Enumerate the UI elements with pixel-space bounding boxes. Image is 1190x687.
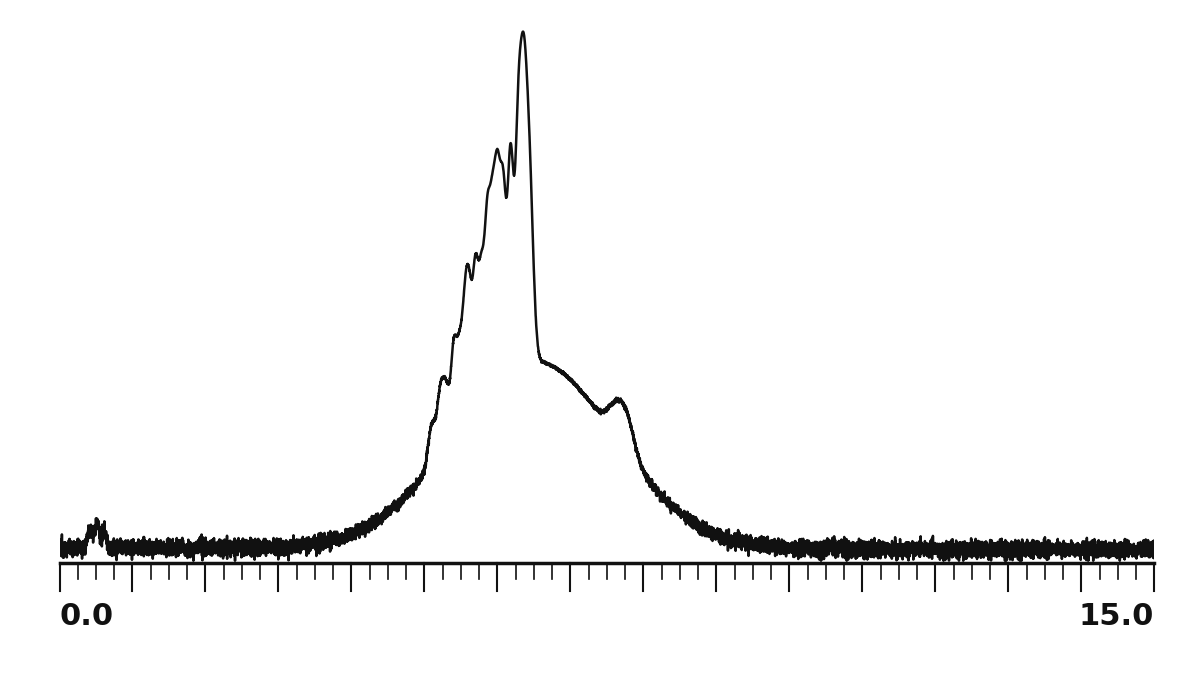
Text: 0.0: 0.0 <box>60 602 113 631</box>
Text: 15.0: 15.0 <box>1079 602 1154 631</box>
